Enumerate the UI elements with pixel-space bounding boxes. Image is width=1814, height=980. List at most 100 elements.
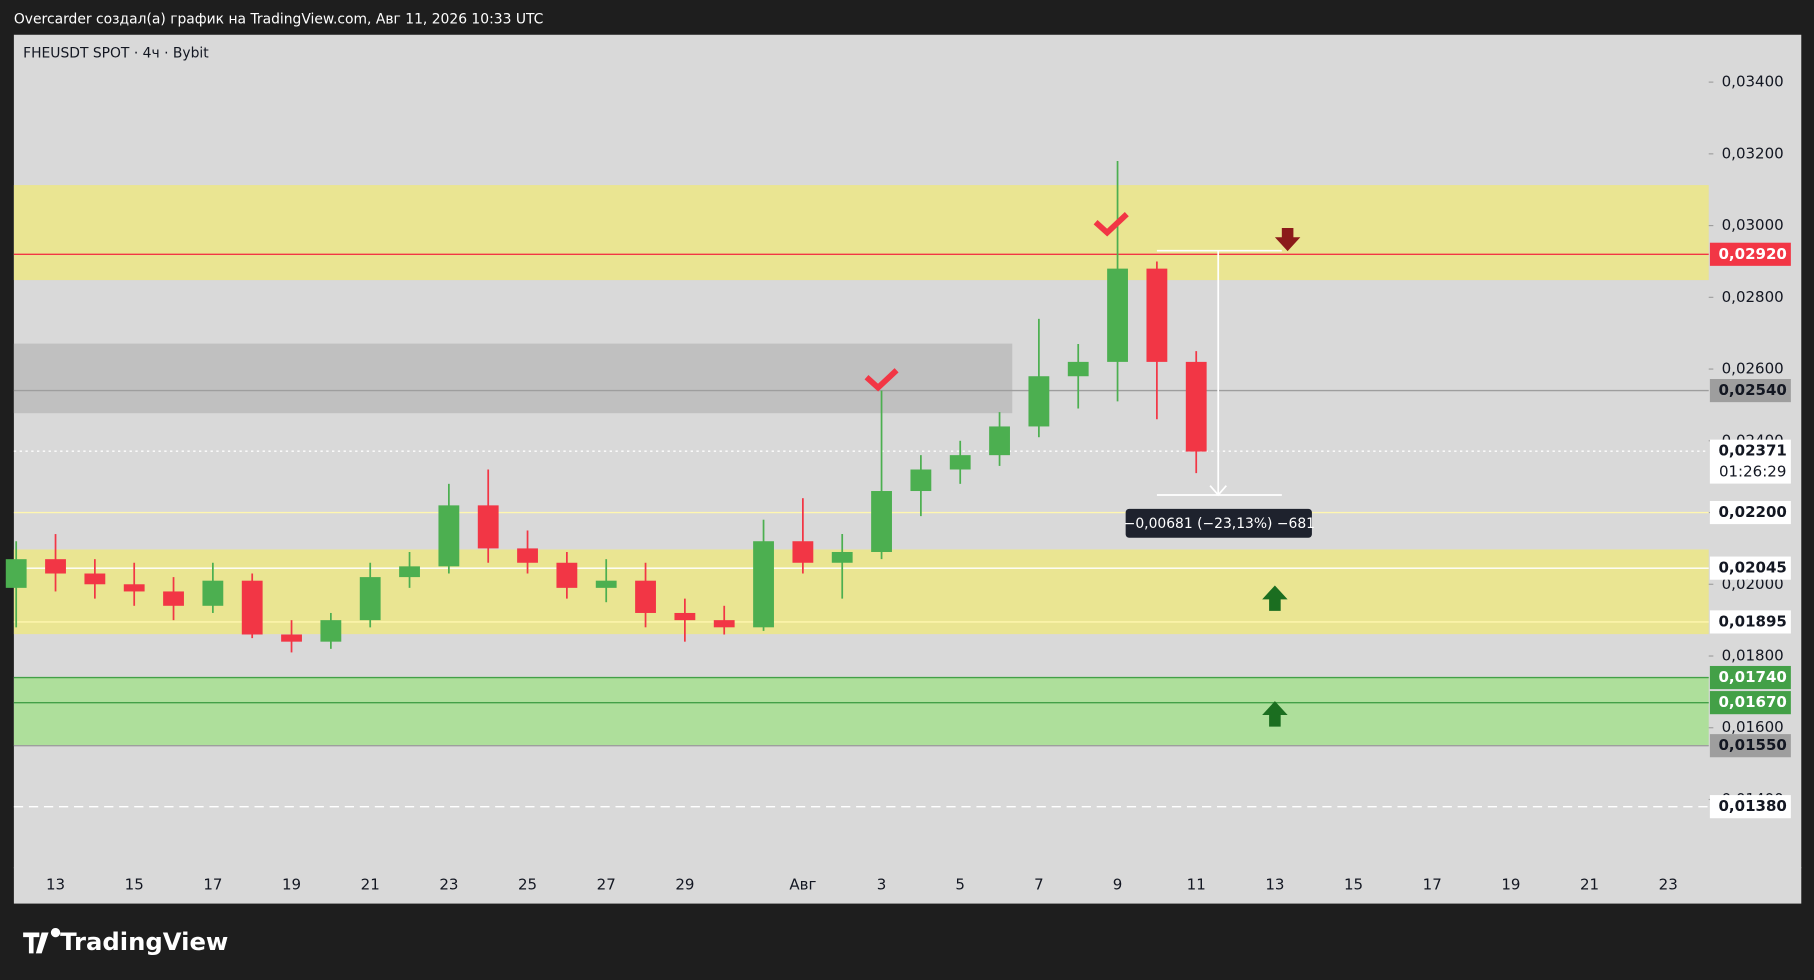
y-tick-label: 0,01600 xyxy=(1722,718,1784,736)
x-tick-label: 9 xyxy=(1113,876,1123,894)
candle-body xyxy=(438,505,460,567)
level-label: 0,02045 xyxy=(1718,559,1786,577)
check-mark xyxy=(864,368,899,392)
candle-body xyxy=(1185,361,1207,452)
arrow-up xyxy=(1262,585,1288,611)
x-tick-label: 29 xyxy=(675,876,694,894)
level-label: 0,02200 xyxy=(1718,503,1786,521)
x-tick-label: 13 xyxy=(1265,876,1284,894)
candle-body xyxy=(281,634,302,642)
zone xyxy=(13,549,1709,635)
x-tick-label: 17 xyxy=(1423,876,1442,894)
candle-body xyxy=(1146,268,1168,362)
candle-body xyxy=(1028,376,1050,427)
measure-arrow-head xyxy=(1209,485,1227,497)
plot: 0,014000,016000,018000,020000,022000,024… xyxy=(5,73,1802,894)
level-label: 0,01740 xyxy=(1718,668,1786,686)
candle-body xyxy=(635,580,656,613)
candle-body xyxy=(989,426,1010,456)
candle-body xyxy=(45,559,66,574)
x-tick-label: 23 xyxy=(439,876,458,894)
candle-body xyxy=(753,541,774,628)
x-tick-label: 17 xyxy=(203,876,222,894)
x-tick-label: 23 xyxy=(1659,876,1678,894)
y-tick-label: 0,03200 xyxy=(1722,144,1784,162)
zone xyxy=(13,677,1709,746)
candle-body xyxy=(202,580,224,606)
level-label-box xyxy=(1709,439,1791,484)
level-label: 0,01380 xyxy=(1718,797,1786,815)
level-label: 0,02920 xyxy=(1718,245,1786,263)
level-label: 0,02371 xyxy=(1718,442,1786,460)
level-label: 0,01670 xyxy=(1718,693,1786,711)
candle-body xyxy=(241,580,263,635)
candle-body xyxy=(871,491,892,552)
candle-body xyxy=(359,577,381,621)
y-tick-label: 0,01800 xyxy=(1722,647,1784,665)
arrow-down xyxy=(1274,227,1301,252)
level-label-box xyxy=(1709,691,1791,715)
x-tick-label: 19 xyxy=(1501,876,1520,894)
x-tick-label: 15 xyxy=(1344,876,1363,894)
x-tick-label: 13 xyxy=(46,876,65,894)
candle-body xyxy=(674,612,696,621)
y-tick-label: 0,02800 xyxy=(1722,288,1784,306)
logo: TradingView xyxy=(60,927,228,956)
x-tick-label: 21 xyxy=(361,876,380,894)
x-tick-label: Авг xyxy=(789,876,816,894)
level-label-box xyxy=(1709,500,1791,525)
candle-body xyxy=(792,541,814,563)
logo-mark xyxy=(23,927,61,954)
x-tick-label: 11 xyxy=(1187,876,1206,894)
candle-body xyxy=(163,591,184,606)
level-label-box xyxy=(1709,665,1791,690)
x-tick-label: 27 xyxy=(597,876,616,894)
candle-body xyxy=(831,551,853,563)
y-tick-label: 0,03400 xyxy=(1722,73,1784,91)
x-tick-label: 15 xyxy=(125,876,144,894)
x-tick-label: 21 xyxy=(1580,876,1599,894)
candle-body xyxy=(910,469,932,492)
x-tick-label: 19 xyxy=(282,876,301,894)
zone xyxy=(13,185,1709,281)
annotations xyxy=(864,211,1301,727)
candle-body xyxy=(1067,361,1089,377)
measure-label: −0,00681 (−23,13%) −681 xyxy=(1124,516,1315,532)
level-label-box xyxy=(1709,242,1791,266)
symbol-title: FHEUSDT SPOT · 4ч · Bybit xyxy=(23,45,209,61)
y-tick-label: 0,03000 xyxy=(1722,216,1784,234)
candle-body xyxy=(477,505,499,549)
candle-body xyxy=(595,580,617,588)
check-mark xyxy=(1093,211,1129,237)
candle-body xyxy=(399,566,420,578)
level-label: 0,01550 xyxy=(1718,736,1786,754)
x-tick-label: 25 xyxy=(518,876,537,894)
candle-body xyxy=(949,455,971,470)
countdown: 01:26:29 xyxy=(1719,463,1786,481)
candle-body xyxy=(556,562,578,588)
candle-body xyxy=(1107,268,1128,362)
candle-body xyxy=(713,620,735,628)
level-label: 0,02540 xyxy=(1718,381,1786,399)
level-label-box xyxy=(1709,610,1791,634)
candle-body xyxy=(84,573,106,585)
level-label-box xyxy=(1709,734,1791,758)
x-tick-label: 3 xyxy=(877,876,887,894)
level-label: 0,01895 xyxy=(1718,612,1786,630)
arrow-up xyxy=(1262,701,1288,727)
chart-panel xyxy=(13,34,1802,904)
level-label-box xyxy=(1709,556,1791,580)
candle-body xyxy=(123,584,145,592)
candle-body xyxy=(517,548,538,563)
x-tick-label: 5 xyxy=(955,876,965,894)
zone xyxy=(13,343,1013,414)
candle-body xyxy=(320,620,342,642)
x-tick-label: 7 xyxy=(1034,876,1044,894)
level-label-box xyxy=(1709,379,1791,403)
measure-box xyxy=(1125,508,1312,538)
header: Overcarder создал(а) график на TradingVi… xyxy=(14,12,543,28)
candle-body xyxy=(5,559,27,588)
level-label-box xyxy=(1709,795,1791,819)
